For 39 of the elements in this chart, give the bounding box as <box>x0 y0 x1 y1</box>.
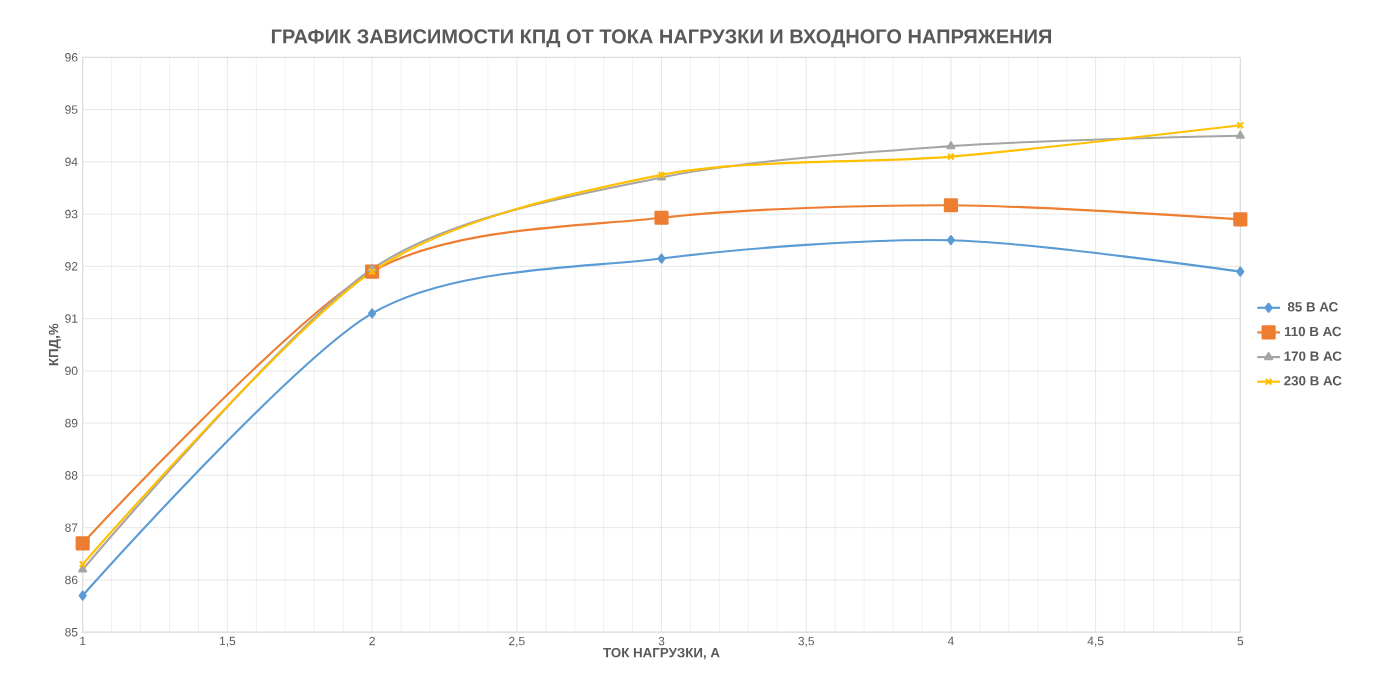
point <box>654 210 669 225</box>
point <box>78 590 87 601</box>
y-tick-label: 88 <box>65 471 78 480</box>
x-tick-label: 1 <box>80 636 86 646</box>
point <box>75 536 90 551</box>
x-tick-label: 3 <box>658 636 665 646</box>
legend-label: 230 В АС <box>1284 375 1342 386</box>
point <box>1235 130 1245 139</box>
point <box>657 253 666 264</box>
y-tick-label: 86 <box>65 575 78 585</box>
point <box>946 235 955 246</box>
y-tick-label: 94 <box>65 157 78 167</box>
legend-label: 85 В АС <box>1287 302 1338 312</box>
legend-label: 170 В АС <box>1284 351 1342 361</box>
x-tick-label: 1,5 <box>219 636 236 647</box>
x-tick-label: 3,5 <box>798 636 815 647</box>
y-tick-label: 85 <box>65 627 78 637</box>
legend-label: 110 В АС <box>1284 326 1342 337</box>
y-tick-label: 91 <box>65 314 78 323</box>
y-tick-label: 93 <box>65 209 78 219</box>
x-axis-title: ТОК НАГРУЗКИ, А <box>603 647 720 660</box>
y-axis-title: КПД,% <box>48 323 61 366</box>
y-tick-label: 95 <box>65 105 78 114</box>
y-tick-label: 87 <box>65 523 78 532</box>
x-tick-label: 4 <box>947 636 954 646</box>
x-tick-label: 4,5 <box>1087 636 1104 647</box>
point <box>946 141 956 150</box>
x-tick-label: 2 <box>369 636 375 646</box>
y-tick-label: 90 <box>65 366 78 376</box>
y-tick-label: 96 <box>65 53 78 62</box>
point <box>943 198 958 213</box>
chart-title: ГРАФИК ЗАВИСИМОСТИ КПД ОТ ТОКА НАГРУЗКИ И ВХОДНОГО НАПРЯЖЕНИЯ <box>271 29 1052 48</box>
point <box>1233 212 1248 227</box>
y-tick-label: 89 <box>65 418 78 428</box>
point <box>1236 266 1245 277</box>
point <box>368 308 377 319</box>
x-tick-label: 5 <box>1237 636 1244 646</box>
x-tick-label: 2,5 <box>509 636 525 647</box>
y-tick-label: 92 <box>65 262 78 271</box>
